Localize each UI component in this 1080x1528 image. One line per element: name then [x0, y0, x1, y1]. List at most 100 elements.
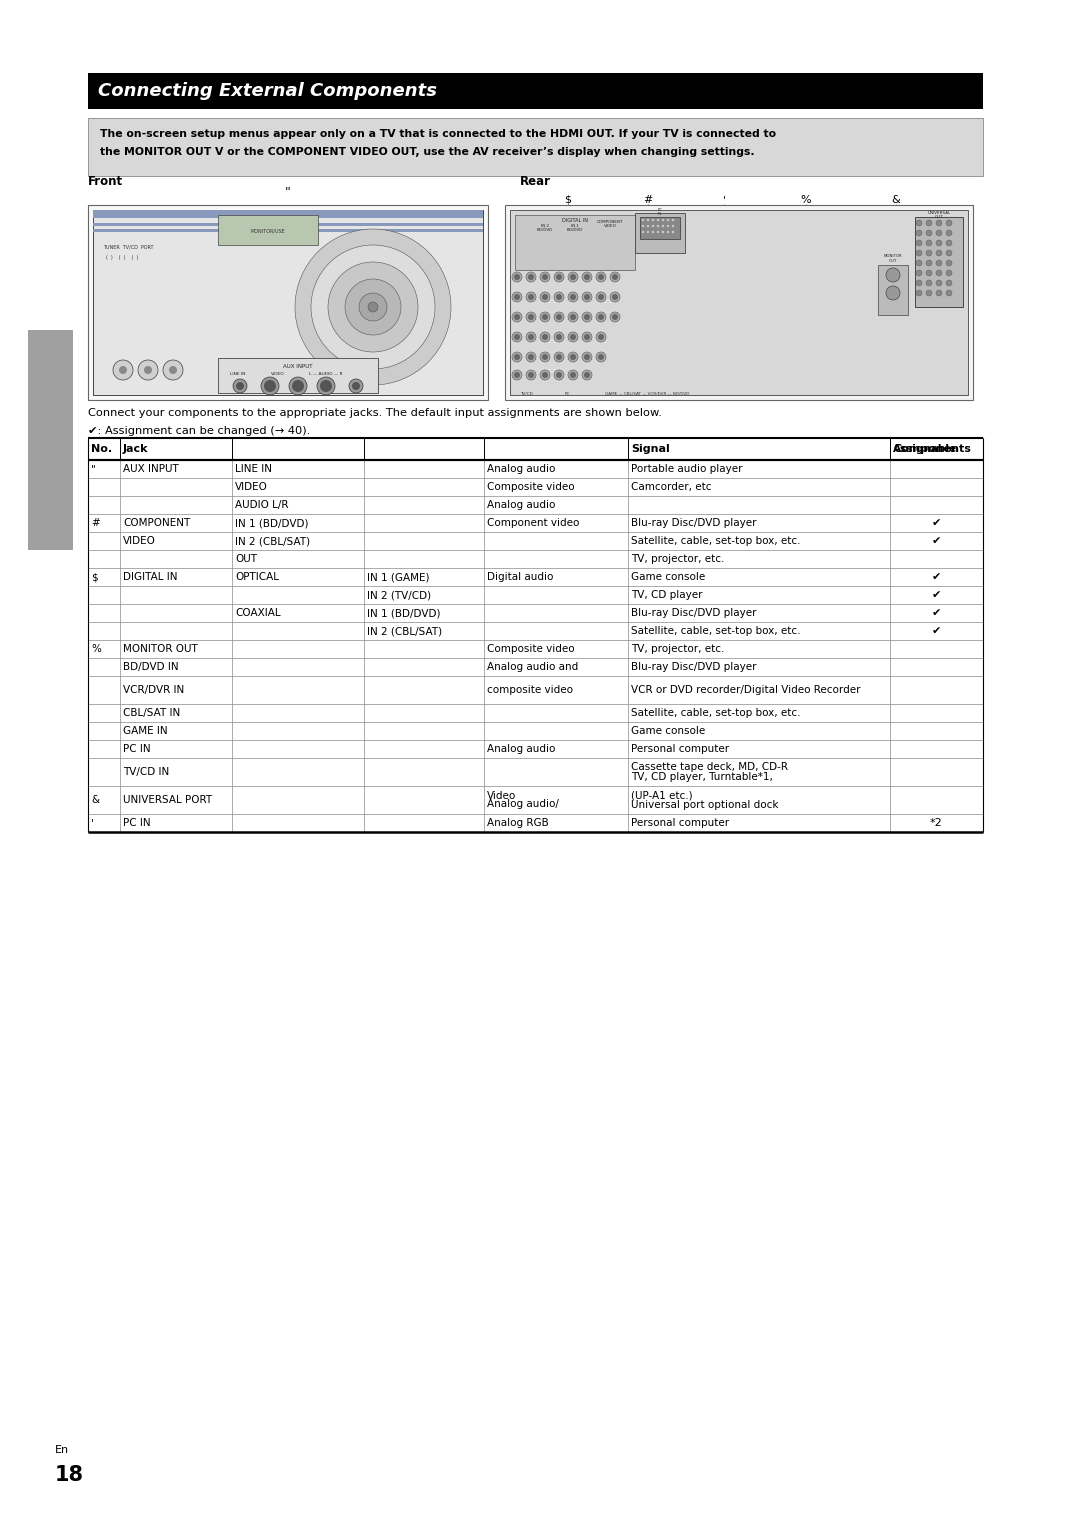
- Circle shape: [528, 293, 534, 299]
- Circle shape: [596, 292, 606, 303]
- Circle shape: [946, 280, 951, 286]
- Circle shape: [570, 354, 576, 361]
- Circle shape: [647, 219, 649, 222]
- Circle shape: [542, 354, 548, 361]
- Bar: [87, 640, 983, 659]
- Circle shape: [514, 354, 519, 361]
- Circle shape: [512, 292, 522, 303]
- Text: PC: PC: [565, 393, 570, 396]
- Circle shape: [582, 272, 592, 283]
- Circle shape: [652, 219, 654, 222]
- Circle shape: [570, 335, 576, 341]
- Circle shape: [568, 332, 578, 342]
- Circle shape: [652, 231, 654, 234]
- Circle shape: [936, 270, 942, 277]
- Text: MONITOR OUT: MONITOR OUT: [123, 643, 198, 654]
- Circle shape: [642, 231, 644, 234]
- Circle shape: [596, 272, 606, 283]
- Circle shape: [946, 270, 951, 277]
- Circle shape: [584, 293, 590, 299]
- Circle shape: [556, 274, 562, 280]
- Circle shape: [936, 280, 942, 286]
- Circle shape: [528, 335, 534, 341]
- Bar: [87, 550, 983, 568]
- Circle shape: [582, 312, 592, 322]
- Text: Universal port optional dock: Universal port optional dock: [631, 801, 779, 810]
- Text: Front: Front: [87, 176, 123, 188]
- Circle shape: [916, 220, 922, 226]
- Text: Video: Video: [487, 792, 516, 801]
- Circle shape: [926, 231, 932, 235]
- Bar: [510, 209, 968, 396]
- Text: ': ': [91, 817, 94, 828]
- Text: TV, projector, etc.: TV, projector, etc.: [631, 643, 725, 654]
- Circle shape: [542, 293, 548, 299]
- Circle shape: [556, 313, 562, 319]
- Circle shape: [542, 335, 548, 341]
- Circle shape: [568, 292, 578, 303]
- Circle shape: [163, 361, 183, 380]
- Circle shape: [666, 219, 670, 222]
- Circle shape: [662, 219, 664, 222]
- Circle shape: [568, 272, 578, 283]
- Text: Portable audio player: Portable audio player: [631, 465, 743, 474]
- Circle shape: [556, 354, 562, 361]
- Circle shape: [526, 332, 536, 342]
- Text: Analog RGB: Analog RGB: [487, 817, 549, 828]
- Bar: [87, 513, 983, 532]
- Circle shape: [570, 274, 576, 280]
- Circle shape: [612, 313, 618, 319]
- Circle shape: [526, 312, 536, 322]
- Text: GAME IN: GAME IN: [123, 726, 167, 736]
- Circle shape: [512, 272, 522, 283]
- Circle shape: [512, 312, 522, 322]
- Text: TV, projector, etc.: TV, projector, etc.: [631, 555, 725, 564]
- Circle shape: [295, 229, 451, 385]
- Circle shape: [113, 361, 133, 380]
- Circle shape: [926, 270, 932, 277]
- Bar: [87, 758, 983, 785]
- Text: TUNER  TV/CD  PORT: TUNER TV/CD PORT: [103, 244, 153, 249]
- Text: IN 1 (BD/DVD): IN 1 (BD/DVD): [235, 518, 309, 529]
- Text: ✔: ✔: [931, 518, 941, 529]
- Circle shape: [514, 313, 519, 319]
- Circle shape: [584, 313, 590, 319]
- Circle shape: [936, 290, 942, 296]
- Circle shape: [528, 274, 534, 280]
- Bar: [87, 118, 983, 176]
- Circle shape: [662, 225, 664, 228]
- Circle shape: [168, 367, 177, 374]
- Text: $: $: [565, 196, 571, 205]
- Circle shape: [138, 361, 158, 380]
- Circle shape: [916, 260, 922, 266]
- Circle shape: [598, 274, 604, 280]
- Text: CBL/SAT IN: CBL/SAT IN: [123, 707, 180, 718]
- Circle shape: [916, 231, 922, 235]
- Text: ✔: ✔: [931, 608, 941, 617]
- Text: COAXIAL: COAXIAL: [235, 608, 281, 617]
- Text: Blu-ray Disc/DVD player: Blu-ray Disc/DVD player: [631, 518, 756, 529]
- Text: Components: Components: [893, 445, 971, 454]
- Circle shape: [657, 231, 659, 234]
- Text: PC
IN: PC IN: [658, 208, 662, 217]
- Circle shape: [596, 351, 606, 362]
- Circle shape: [926, 220, 932, 226]
- Circle shape: [666, 231, 670, 234]
- Bar: [87, 814, 983, 833]
- Text: OUT: OUT: [235, 555, 257, 564]
- Circle shape: [662, 231, 664, 234]
- Text: Blu-ray Disc/DVD player: Blu-ray Disc/DVD player: [631, 662, 756, 672]
- Circle shape: [237, 382, 244, 390]
- Circle shape: [556, 335, 562, 341]
- Text: Analog audio: Analog audio: [487, 465, 555, 474]
- Text: Assignable: Assignable: [893, 445, 957, 454]
- Circle shape: [570, 293, 576, 299]
- Circle shape: [936, 260, 942, 266]
- Bar: [87, 497, 983, 513]
- Circle shape: [264, 380, 276, 393]
- Circle shape: [936, 251, 942, 257]
- Circle shape: [647, 231, 649, 234]
- Circle shape: [598, 354, 604, 361]
- Bar: [87, 723, 983, 740]
- Circle shape: [512, 332, 522, 342]
